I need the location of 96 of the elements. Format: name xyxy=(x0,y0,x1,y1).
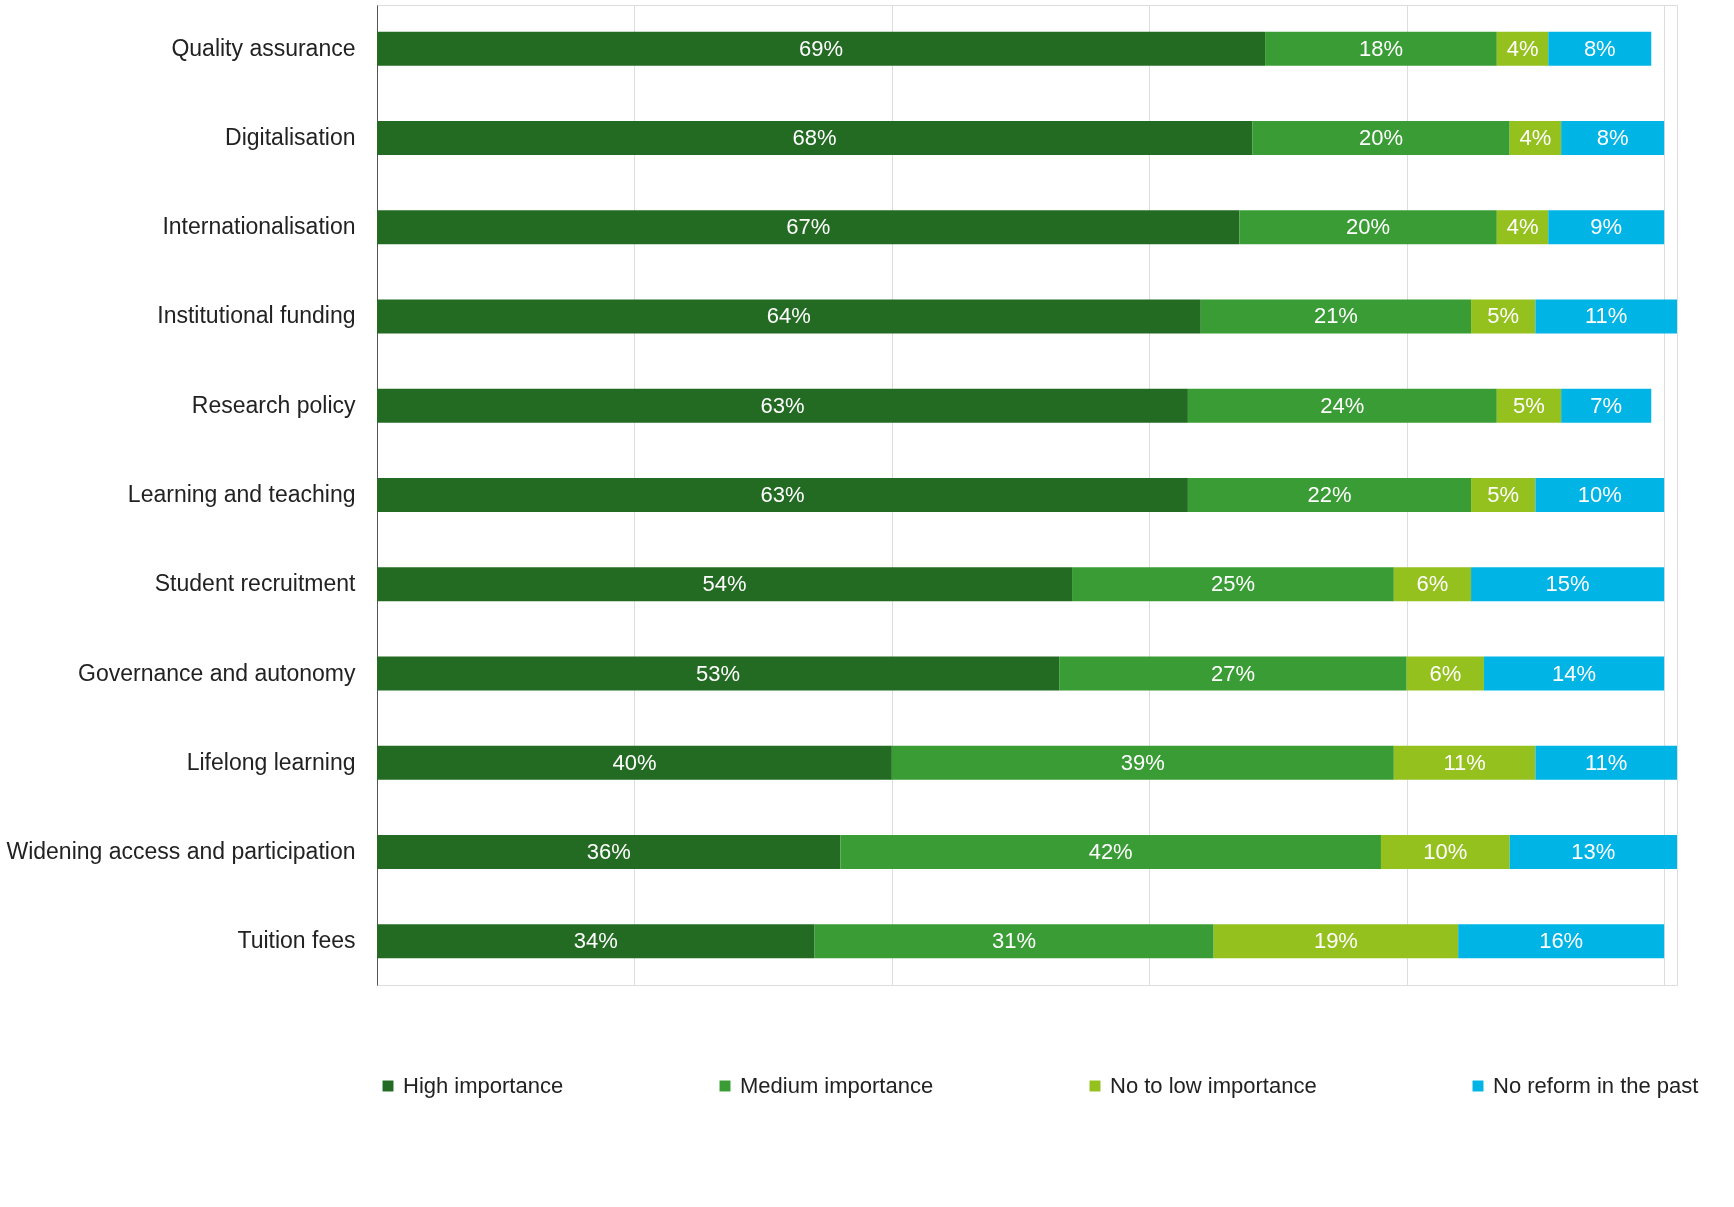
data-label: 15% xyxy=(1545,571,1590,597)
bar xyxy=(1187,388,1497,423)
bar xyxy=(1561,121,1665,155)
bar xyxy=(377,478,1188,512)
bar xyxy=(1535,478,1665,512)
data-label: 18% xyxy=(1358,35,1403,61)
data-label: 42% xyxy=(1088,839,1133,865)
data-label: 7% xyxy=(1590,392,1623,418)
data-label: 27% xyxy=(1210,660,1255,686)
bar xyxy=(1535,299,1677,334)
bar xyxy=(377,835,841,869)
data-label: 11% xyxy=(1443,749,1486,775)
data-label: 11% xyxy=(1585,303,1628,329)
data-label: 4% xyxy=(1506,214,1539,240)
data-label: 25% xyxy=(1210,571,1255,597)
y-tick-label: Quality assurance xyxy=(171,34,356,61)
data-label: 16% xyxy=(1539,928,1584,954)
y-tick-label: Internationalisation xyxy=(162,213,356,240)
data-label: 69% xyxy=(799,35,844,61)
bar xyxy=(840,835,1381,869)
data-label: 31% xyxy=(992,928,1037,954)
y-tick-label: Tuition fees xyxy=(237,927,356,954)
bar xyxy=(1252,121,1510,155)
data-label: 10% xyxy=(1423,839,1468,865)
bar xyxy=(891,745,1394,780)
data-label: 64% xyxy=(766,303,811,329)
bar xyxy=(1380,835,1510,869)
data-label: 34% xyxy=(573,928,618,954)
data-label: 5% xyxy=(1487,303,1520,329)
bar xyxy=(1561,388,1652,423)
data-label: 5% xyxy=(1513,392,1545,418)
bar xyxy=(377,210,1240,245)
bar xyxy=(1393,745,1536,780)
y-tick-label: Student recruitment xyxy=(154,570,357,597)
data-label: 21% xyxy=(1313,303,1358,329)
y-tick-label: Digitalisation xyxy=(225,123,356,150)
y-tick-label: Governance and autonomy xyxy=(78,659,356,686)
legend-label: No reform in the past xyxy=(1493,1073,1699,1098)
data-label: 6% xyxy=(1416,571,1449,597)
bar xyxy=(377,656,1060,691)
bar xyxy=(377,121,1253,155)
data-label: 63% xyxy=(760,392,805,418)
bar xyxy=(1072,567,1394,602)
data-label: 4% xyxy=(1506,35,1539,61)
bar xyxy=(1393,567,1472,602)
bar xyxy=(1509,835,1677,869)
data-label: 20% xyxy=(1346,214,1391,240)
bar xyxy=(377,388,1188,423)
data-label: 22% xyxy=(1307,482,1352,507)
bar xyxy=(377,745,892,780)
bar xyxy=(814,924,1214,959)
bar xyxy=(1548,210,1665,245)
bar xyxy=(1187,478,1472,512)
data-label: 63% xyxy=(760,482,805,507)
data-label: 68% xyxy=(792,124,837,150)
y-tick-label: Research policy xyxy=(191,391,356,418)
bar xyxy=(1548,31,1652,66)
data-label: 9% xyxy=(1590,214,1623,240)
bar xyxy=(1458,924,1665,959)
legend-label: Medium importance xyxy=(740,1073,934,1098)
bar xyxy=(1059,656,1407,691)
bar xyxy=(1265,31,1497,66)
bar xyxy=(377,567,1073,602)
bar xyxy=(1535,745,1677,780)
y-tick-label: Institutional funding xyxy=(157,302,356,329)
bar xyxy=(377,299,1201,334)
bar xyxy=(1200,299,1472,334)
data-label: 11% xyxy=(1585,749,1628,775)
bar xyxy=(377,31,1266,66)
data-label: 19% xyxy=(1313,928,1358,954)
bar xyxy=(1239,210,1497,245)
data-label: 67% xyxy=(786,214,831,240)
data-label: 4% xyxy=(1519,124,1552,150)
data-label: 39% xyxy=(1120,749,1165,775)
data-label: 13% xyxy=(1571,839,1616,865)
y-tick-label: Widening access and participation xyxy=(6,838,356,865)
data-label: 10% xyxy=(1577,482,1622,507)
data-label: 54% xyxy=(702,571,747,597)
y-tick-label: Learning and teaching xyxy=(127,481,356,507)
data-label: 36% xyxy=(586,839,631,865)
legend-label: No to low importance xyxy=(1110,1073,1317,1098)
data-label: 20% xyxy=(1358,124,1403,150)
data-label: 40% xyxy=(612,749,657,775)
data-label: 24% xyxy=(1320,392,1365,418)
data-label: 8% xyxy=(1583,35,1616,61)
data-label: 5% xyxy=(1487,482,1520,507)
legend-label: High importance xyxy=(403,1073,564,1098)
data-label: 8% xyxy=(1596,124,1629,150)
data-label: 53% xyxy=(696,660,741,686)
bar xyxy=(1213,924,1459,959)
bar xyxy=(1483,656,1665,691)
bar xyxy=(1471,567,1665,602)
data-label: 14% xyxy=(1552,660,1597,686)
data-label: 6% xyxy=(1429,660,1462,686)
y-tick-label: Lifelong learning xyxy=(186,748,356,775)
bar xyxy=(377,924,815,959)
